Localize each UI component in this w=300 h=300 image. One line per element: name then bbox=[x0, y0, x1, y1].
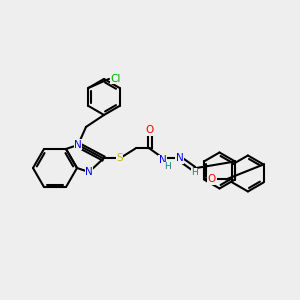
Text: H: H bbox=[164, 162, 171, 171]
Text: N: N bbox=[159, 155, 167, 166]
Text: N: N bbox=[176, 154, 183, 164]
Text: S: S bbox=[116, 154, 123, 164]
Text: H: H bbox=[191, 168, 198, 177]
Text: O: O bbox=[208, 175, 216, 184]
Text: N: N bbox=[85, 167, 93, 177]
Text: N: N bbox=[74, 140, 82, 150]
Text: O: O bbox=[146, 125, 154, 136]
Text: Cl: Cl bbox=[111, 74, 121, 84]
